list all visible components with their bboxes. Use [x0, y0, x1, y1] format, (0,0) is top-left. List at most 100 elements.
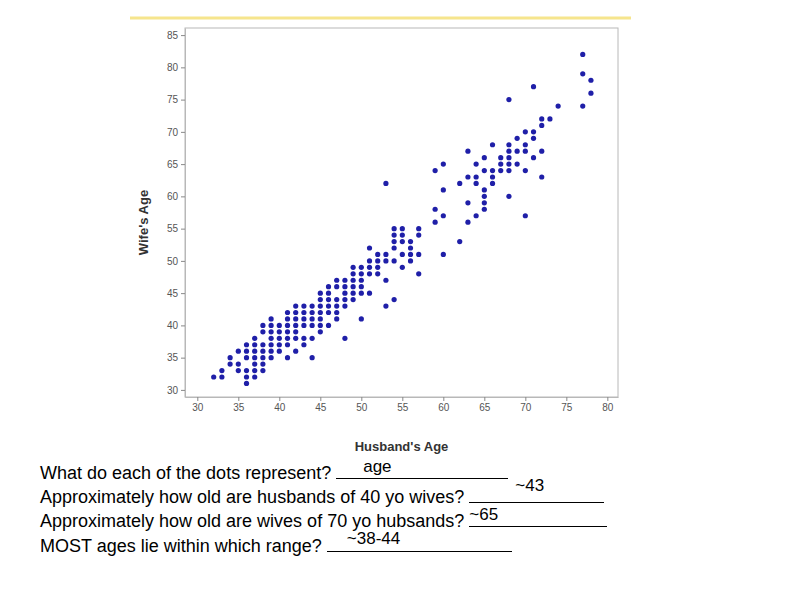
point: [244, 355, 249, 360]
point: [293, 329, 298, 334]
x-axis: 3035404550556065707580: [186, 397, 619, 413]
point: [334, 297, 339, 302]
point: [498, 162, 503, 167]
point: [383, 303, 388, 308]
point: [359, 291, 364, 296]
point: [269, 329, 274, 334]
point: [277, 349, 282, 354]
y-tick: 75: [167, 94, 185, 105]
x-tick: 30: [192, 397, 204, 413]
point: [531, 129, 536, 134]
x-tick: 60: [438, 397, 450, 413]
point: [523, 129, 528, 134]
point: [252, 336, 257, 341]
y-tick: 55: [167, 223, 185, 234]
point: [277, 329, 282, 334]
point: [318, 329, 323, 334]
point: [515, 149, 520, 154]
point: [367, 258, 372, 263]
y-tick-mark: [181, 229, 185, 230]
point: [400, 252, 405, 257]
y-tick: 50: [167, 256, 185, 267]
point: [392, 232, 397, 237]
point: [351, 297, 356, 302]
point: [474, 213, 479, 218]
answer-blank: ~65: [469, 510, 607, 527]
y-tick-label: 85: [167, 30, 179, 41]
point: [392, 297, 397, 302]
x-tick-mark: [361, 397, 362, 401]
point: [506, 168, 511, 173]
x-tick: 65: [479, 397, 491, 413]
y-tick: 30: [167, 385, 185, 396]
point: [392, 239, 397, 244]
point: [531, 155, 536, 160]
point: [285, 329, 290, 334]
x-tick-mark: [443, 397, 444, 401]
point: [523, 149, 528, 154]
point: [244, 342, 249, 347]
y-tick: 65: [167, 159, 185, 170]
point: [441, 213, 446, 218]
x-tick: 40: [274, 397, 286, 413]
point: [416, 252, 421, 257]
point: [482, 187, 487, 192]
point: [375, 271, 380, 276]
point: [498, 168, 503, 173]
point: [515, 136, 520, 141]
point: [367, 245, 372, 250]
point: [359, 271, 364, 276]
point: [342, 278, 347, 283]
y-tick-mark: [181, 390, 185, 391]
point: [400, 226, 405, 231]
point: [326, 291, 331, 296]
point: [375, 252, 380, 257]
y-tick-label: 50: [167, 256, 179, 267]
point: [211, 374, 216, 379]
y-tick-label: 55: [167, 223, 179, 234]
point: [260, 355, 265, 360]
y-tick-label: 35: [167, 352, 179, 363]
point: [359, 278, 364, 283]
point: [269, 355, 274, 360]
point: [269, 349, 274, 354]
x-tick-mark: [238, 397, 239, 401]
answer-blank: age: [336, 462, 508, 479]
point: [342, 297, 347, 302]
point: [318, 297, 323, 302]
point: [588, 78, 593, 83]
point: [359, 316, 364, 321]
point: [269, 323, 274, 328]
x-tick: 75: [561, 397, 573, 413]
point: [293, 303, 298, 308]
point: [490, 181, 495, 186]
point: [490, 168, 495, 173]
header-rule: [130, 17, 631, 20]
x-tick-label: 35: [233, 402, 245, 413]
point: [301, 310, 306, 315]
point: [408, 252, 413, 257]
point: [523, 213, 528, 218]
point: [506, 149, 511, 154]
point: [531, 136, 536, 141]
y-tick-label: 70: [167, 127, 179, 138]
point: [277, 336, 282, 341]
y-tick: 70: [167, 127, 185, 138]
point: [293, 336, 298, 341]
x-tick-mark: [525, 397, 526, 401]
point: [490, 174, 495, 179]
point: [400, 239, 405, 244]
point: [244, 374, 249, 379]
y-tick: 40: [167, 320, 185, 331]
point: [506, 162, 511, 167]
point: [441, 162, 446, 167]
point: [252, 361, 257, 366]
y-tick-mark: [181, 196, 185, 197]
point: [269, 342, 274, 347]
point: [408, 239, 413, 244]
point: [252, 374, 257, 379]
point: [310, 355, 315, 360]
point: [375, 265, 380, 270]
point: [474, 162, 479, 167]
point: [236, 368, 241, 373]
